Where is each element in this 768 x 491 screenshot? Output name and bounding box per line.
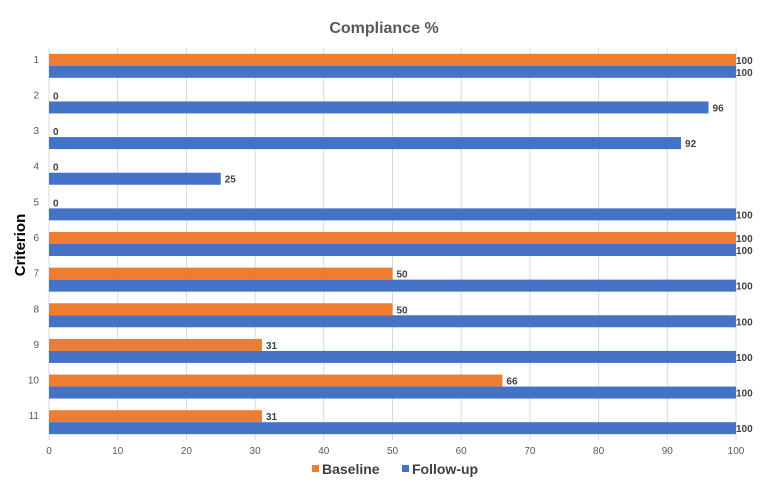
bar-follow-up	[49, 137, 682, 150]
legend-swatch-follow-up	[402, 465, 409, 472]
legend-label: Baseline	[322, 461, 380, 477]
x-tick-label: 90	[662, 446, 674, 457]
x-tick-label: 80	[593, 446, 605, 457]
bar-baseline	[49, 53, 736, 66]
bar-follow-up	[49, 386, 736, 399]
x-tick-label: 70	[524, 446, 536, 457]
data-labels: 1001000960920250100100100501005010031100…	[53, 56, 753, 435]
chart-title: Compliance %	[329, 20, 438, 37]
data-label: 0	[53, 127, 59, 138]
data-label: 100	[736, 210, 753, 221]
data-label: 100	[736, 424, 753, 435]
bar-baseline	[49, 338, 262, 351]
x-tick-label: 30	[250, 446, 262, 457]
y-tick-label: 7	[33, 269, 39, 280]
bar-follow-up	[49, 279, 736, 292]
bar-baseline	[49, 410, 262, 423]
data-label: 96	[713, 103, 725, 114]
x-tick-label: 60	[456, 446, 468, 457]
x-tick-label: 20	[181, 446, 193, 457]
x-tick-label: 40	[318, 446, 330, 457]
data-label: 0	[53, 163, 59, 174]
bar-baseline	[49, 374, 503, 387]
data-label: 31	[266, 341, 278, 352]
data-label: 66	[506, 377, 518, 388]
bar-baseline	[49, 303, 393, 316]
x-tick-label: 50	[387, 446, 399, 457]
bars	[49, 53, 736, 435]
bar-follow-up	[49, 101, 709, 114]
y-axis-ticks: 1 2 3 4 5 6 7 8 9 10 11	[28, 55, 40, 422]
y-tick-label: 11	[29, 411, 40, 422]
y-tick-label: 8	[33, 304, 39, 315]
data-label: 100	[736, 68, 753, 79]
y-tick-label: 5	[33, 197, 39, 208]
x-tick-label: 0	[46, 446, 52, 457]
data-label: 92	[685, 139, 697, 150]
data-label: 100	[736, 56, 753, 67]
y-tick-label: 6	[33, 233, 39, 244]
y-tick-label: 3	[33, 126, 39, 137]
bar-follow-up	[49, 244, 736, 256]
bar-follow-up	[49, 315, 736, 328]
y-tick-label: 10	[28, 376, 40, 387]
x-axis-ticks: 0 10 20 30 40 50 60 70 80 90 100	[46, 446, 745, 457]
data-label: 100	[736, 282, 753, 293]
bar-follow-up	[49, 65, 736, 78]
legend-swatch-baseline	[312, 465, 319, 472]
data-label: 100	[736, 317, 753, 328]
bar-follow-up	[49, 422, 736, 435]
y-tick-label: 2	[33, 90, 39, 101]
bar-follow-up	[49, 172, 221, 185]
y-tick-label: 4	[33, 162, 39, 173]
x-tick-label: 10	[112, 446, 124, 457]
bar-baseline	[49, 267, 393, 280]
data-label: 25	[225, 175, 237, 186]
bar-baseline	[49, 232, 736, 244]
data-label: 31	[266, 412, 278, 423]
x-tick-label: 100	[728, 446, 745, 457]
bar-follow-up	[49, 350, 736, 363]
data-label: 0	[53, 198, 59, 209]
data-label: 100	[736, 353, 753, 364]
y-tick-label: 1	[33, 55, 39, 66]
data-label: 100	[736, 389, 753, 400]
data-label: 100	[736, 234, 753, 245]
legend-label: Follow-up	[412, 461, 478, 477]
data-label: 50	[397, 270, 409, 281]
data-label: 100	[736, 246, 753, 257]
y-axis-label: Criterion	[12, 214, 29, 277]
y-tick-label: 9	[33, 340, 39, 351]
bar-follow-up	[49, 208, 736, 221]
data-label: 0	[53, 91, 59, 102]
legend: Baseline Follow-up	[312, 461, 478, 477]
data-label: 50	[397, 305, 409, 316]
